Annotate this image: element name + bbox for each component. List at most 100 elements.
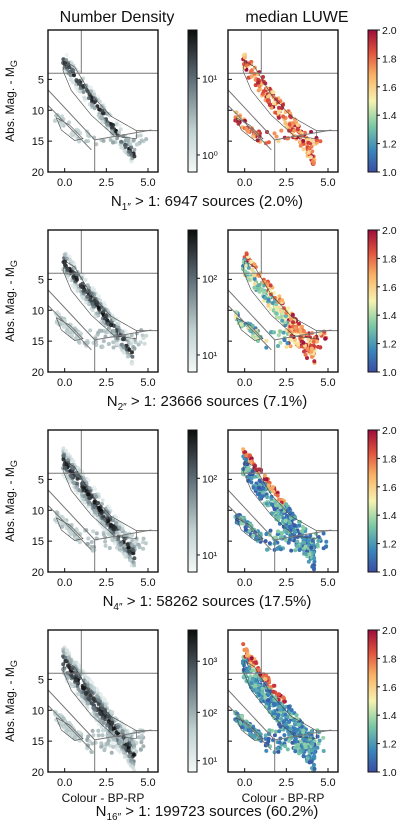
luwe-mark — [261, 89, 266, 94]
density-mark — [77, 540, 82, 545]
density-mark — [117, 547, 122, 552]
region-boundary — [228, 104, 272, 151]
density-mark — [119, 542, 124, 547]
luwe-mark — [301, 138, 306, 143]
caption-main: N — [96, 803, 107, 820]
density-mark — [122, 750, 127, 755]
luwe-mark — [261, 490, 266, 495]
luwe-mark — [244, 457, 249, 462]
density-mark — [114, 328, 119, 332]
luwe-mark — [274, 515, 279, 520]
luwe-mark — [244, 453, 249, 458]
colorbar-tick-label: 1.4 — [382, 510, 397, 522]
density-mark — [131, 548, 135, 553]
density-mark — [71, 459, 76, 464]
axes-frame — [47, 429, 159, 573]
density-mark — [82, 500, 87, 505]
luwe-mark — [310, 741, 315, 746]
luwe-mark — [280, 318, 285, 323]
luwe-mark — [241, 642, 246, 647]
density-mark — [111, 140, 116, 145]
contour-line — [242, 660, 317, 740]
luwe-mark — [257, 289, 262, 294]
luwe-mark — [303, 745, 308, 750]
luwe-mark — [276, 110, 281, 115]
caption-rest: > 1: 23666 sources (7.1%) — [127, 393, 308, 410]
density-mark — [95, 517, 100, 522]
density-mark — [121, 745, 126, 750]
y-tick-label: 20 — [32, 767, 44, 779]
caption-main: N — [103, 593, 114, 610]
luwe-mark — [303, 544, 308, 549]
wd-contour-line — [236, 117, 264, 141]
x-tick-label: 5.0 — [320, 377, 335, 389]
density-mark — [98, 99, 102, 104]
luwe-mark — [245, 653, 249, 658]
x-tick-label: 0.0 — [237, 777, 252, 789]
density-mark — [144, 137, 149, 142]
luwe-mark — [248, 460, 253, 465]
density-mark — [90, 308, 95, 313]
density-mark — [111, 744, 116, 749]
density-mark — [127, 549, 132, 554]
density-mark — [84, 489, 89, 494]
density-mark — [109, 323, 114, 328]
luwe-mark — [282, 733, 287, 738]
density-mark — [81, 90, 86, 94]
density-mark — [66, 675, 71, 680]
density-mark — [77, 340, 82, 345]
luwe-mark — [276, 749, 281, 754]
density-mark — [144, 333, 149, 338]
region-boundary — [228, 89, 276, 141]
density-mark — [86, 743, 91, 748]
luwe-mark — [295, 127, 300, 132]
density-mark — [64, 648, 69, 653]
density-mark — [125, 334, 130, 339]
region-boundary — [48, 689, 96, 741]
density-mark — [85, 340, 90, 345]
density-mark — [123, 138, 128, 143]
luwe-mark — [265, 283, 270, 288]
density-mark — [99, 510, 104, 515]
luwe-mark — [311, 763, 316, 768]
luwe-mark — [265, 495, 270, 500]
density-panel-2: 0.0 2.5 5.0 5 10 15 20 Abs. Mag. - MG 10¹ 10² — [3, 229, 218, 389]
luwe-mark — [274, 97, 279, 102]
luwe-mark — [310, 138, 314, 143]
luwe-mark — [306, 559, 311, 564]
density-mark — [64, 256, 69, 261]
luwe-mark — [300, 324, 304, 329]
plot-area — [228, 30, 338, 172]
luwe-mark — [270, 301, 275, 305]
caption-main: N — [107, 393, 118, 410]
density-mark — [86, 492, 91, 497]
density-mark — [116, 537, 121, 541]
luwe-mark — [247, 528, 252, 533]
plot-area — [48, 30, 158, 172]
density-mark — [53, 118, 58, 123]
density-mark — [107, 546, 112, 550]
luwe-mark — [294, 713, 299, 718]
density-mark — [119, 522, 123, 527]
density-mark — [125, 350, 129, 355]
luwe-mark — [268, 486, 273, 491]
density-mark — [102, 720, 106, 725]
wd-contour-line — [56, 317, 84, 341]
density-mark — [142, 341, 147, 346]
density-mark — [112, 525, 117, 530]
luwe-mark — [261, 290, 266, 295]
density-mark — [129, 152, 134, 157]
luwe-mark — [282, 696, 286, 701]
density-mark — [131, 740, 135, 745]
luwe-mark — [307, 146, 312, 151]
density-mark — [91, 288, 96, 293]
luwe-mark — [266, 140, 271, 145]
density-mark — [123, 548, 128, 552]
luwe-mark — [284, 344, 289, 349]
y-axis-label-sub: G — [9, 260, 19, 267]
x-tick-label: 2.5 — [279, 777, 294, 789]
density-mark — [112, 324, 117, 328]
luwe-mark — [312, 754, 317, 759]
density-mark — [69, 474, 74, 479]
density-mark — [72, 660, 77, 665]
